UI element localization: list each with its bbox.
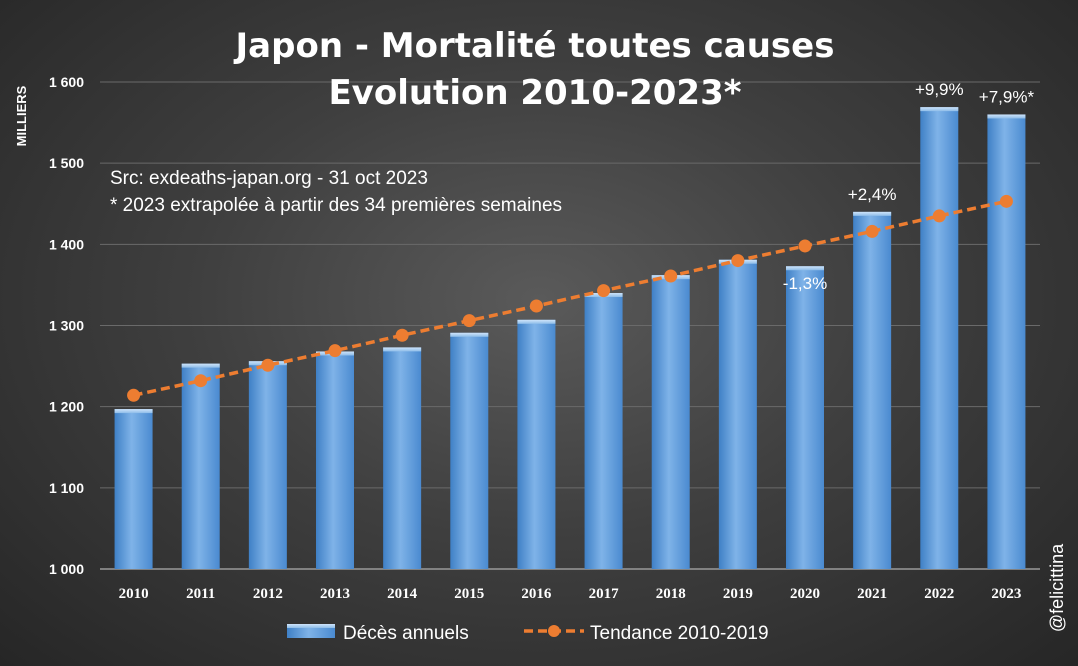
bar-cap-2011 bbox=[181, 363, 220, 368]
trend-point-2017 bbox=[597, 284, 611, 298]
trend-point-2018 bbox=[664, 269, 678, 283]
bar-cap-2022 bbox=[920, 107, 959, 112]
bar-2011 bbox=[181, 363, 220, 569]
gridlines bbox=[100, 81, 1040, 570]
annotation-2021: +2,4% bbox=[848, 185, 897, 204]
bar-2023 bbox=[987, 114, 1026, 569]
bar-cap-2016 bbox=[517, 319, 556, 324]
trend-point-2014 bbox=[395, 328, 409, 342]
trend-point-2021 bbox=[865, 224, 879, 238]
x-tick-label: 2016 bbox=[521, 586, 552, 602]
trend-line bbox=[133, 199, 1007, 398]
legend-bars-label: Décès annuels bbox=[343, 623, 469, 644]
y-tick-label: 1 100 bbox=[49, 480, 84, 496]
trend-point-2020 bbox=[798, 239, 812, 253]
bar-2019 bbox=[718, 259, 757, 569]
x-tick-label: 2015 bbox=[454, 586, 484, 602]
legend-bar-swatch bbox=[287, 624, 335, 638]
x-tick-label: 2018 bbox=[656, 586, 686, 602]
annotation-2022: +9,9% bbox=[915, 80, 964, 99]
trend-point-2022 bbox=[932, 209, 946, 223]
source-note: Src: exdeaths-japan.org - 31 oct 2023 bbox=[110, 168, 428, 189]
bar-2018 bbox=[651, 275, 690, 569]
bar-2015 bbox=[450, 332, 489, 569]
bar-2014 bbox=[383, 347, 422, 569]
x-tick-label: 2012 bbox=[253, 586, 283, 602]
x-tick-label: 2022 bbox=[924, 586, 954, 602]
bar-2020 bbox=[786, 266, 824, 569]
bar-cap-2015 bbox=[450, 332, 489, 337]
x-tick-label: 2011 bbox=[186, 586, 215, 602]
y-axis-label: MILLIERS bbox=[14, 85, 29, 146]
trend-series bbox=[127, 194, 1013, 402]
bar-2017 bbox=[584, 293, 623, 569]
bar-2021 bbox=[853, 211, 892, 569]
annotation-2020: -1,3% bbox=[783, 274, 827, 293]
x-tick-label: 2014 bbox=[387, 586, 418, 602]
trend-point-2015 bbox=[462, 314, 476, 328]
x-tick-label: 2017 bbox=[589, 586, 620, 602]
legend-trend-swatch bbox=[524, 625, 584, 637]
annotation-2023: +7,9%* bbox=[979, 87, 1035, 106]
y-tick-label: 1 600 bbox=[49, 74, 84, 90]
bar-2010 bbox=[114, 409, 153, 569]
bar-cap-2010 bbox=[114, 409, 153, 414]
y-tick-label: 1 000 bbox=[49, 561, 84, 577]
x-tick-label: 2020 bbox=[790, 586, 820, 602]
trend-point-2019 bbox=[731, 254, 745, 268]
bars-series bbox=[114, 107, 1026, 569]
bar-cap-2020 bbox=[786, 266, 824, 271]
x-axis: 2010 2011 2012 2013 2014 2015 2016 2017 2018 2019… bbox=[119, 586, 1022, 602]
x-tick-label: 2021 bbox=[857, 586, 887, 602]
annotations: -1,3% +2,4% +9,9% +7,9%* bbox=[783, 80, 1035, 293]
y-axis: 1 000 1 100 1 200 1 300 1 400 1 500 1 600 bbox=[49, 74, 84, 577]
bar-2022 bbox=[920, 107, 959, 569]
author-credit: @felicittina bbox=[1047, 543, 1067, 632]
trend-point-2010 bbox=[127, 388, 141, 402]
x-tick-label: 2023 bbox=[991, 586, 1021, 602]
bar-2016 bbox=[517, 319, 556, 569]
x-tick-label: 2013 bbox=[320, 586, 350, 602]
bar-cap-2014 bbox=[383, 347, 422, 352]
bar-2013 bbox=[316, 351, 354, 569]
y-tick-label: 1 400 bbox=[49, 236, 84, 252]
extrapolation-note: * 2023 extrapolée à partir des 34 premiè… bbox=[110, 195, 562, 216]
legend-trend-label: Tendance 2010-2019 bbox=[590, 623, 769, 644]
x-tick-label: 2019 bbox=[723, 586, 753, 602]
y-tick-label: 1 300 bbox=[49, 318, 84, 334]
trend-point-2012 bbox=[261, 358, 275, 372]
trend-point-2023 bbox=[999, 194, 1013, 208]
y-tick-label: 1 200 bbox=[49, 399, 84, 415]
chart-title-line1: Japon - Mortalité toutes causes bbox=[234, 26, 835, 66]
trend-point-2016 bbox=[529, 299, 543, 313]
bar-cap-2021 bbox=[853, 211, 892, 216]
trend-point-2013 bbox=[328, 344, 342, 358]
x-tick-label: 2010 bbox=[119, 586, 149, 602]
chart-title-line2: Evolution 2010-2023* bbox=[328, 73, 741, 113]
legend: Décès annuels Tendance 2010-2019 bbox=[287, 623, 769, 644]
bar-2012 bbox=[248, 361, 287, 569]
trend-point-2011 bbox=[194, 374, 208, 388]
bar-cap-2023 bbox=[987, 114, 1026, 119]
y-tick-label: 1 500 bbox=[49, 155, 84, 171]
